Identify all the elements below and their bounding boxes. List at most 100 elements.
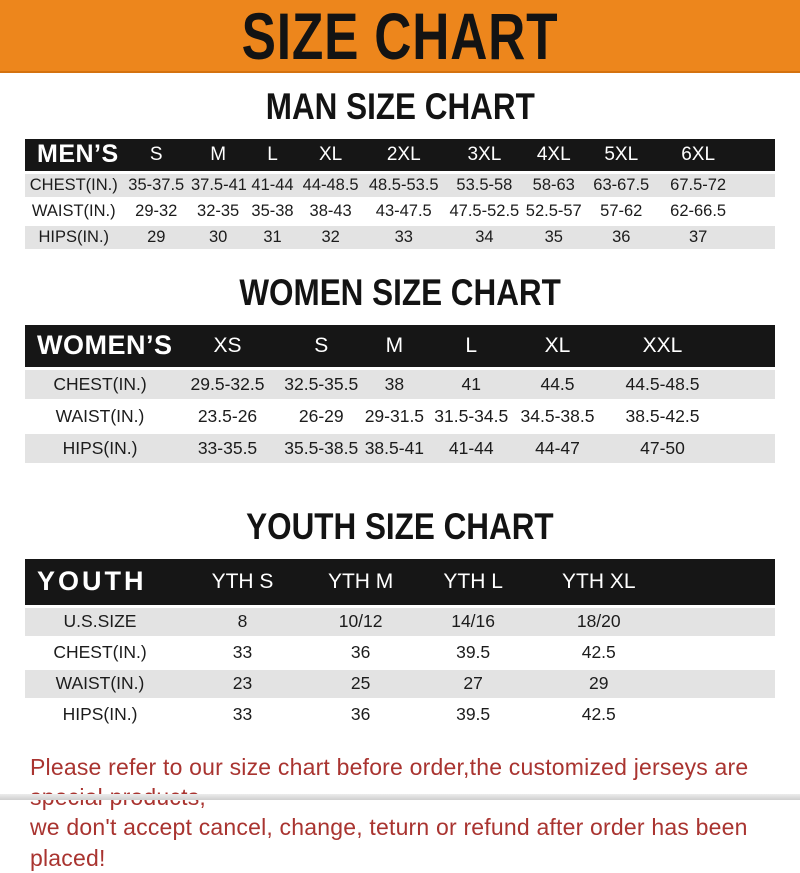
men-cell: 37.5-41	[190, 172, 247, 199]
men-header-row: MEN’S S M L XL 2XL 3XL 4XL 5XL 6XL	[25, 138, 775, 173]
men-cell: 41-44	[246, 172, 299, 199]
men-row-label: CHEST(IN.)	[25, 172, 123, 199]
youth-cell: 29	[535, 668, 663, 700]
men-header-cell: 2XL	[362, 138, 445, 173]
men-cell: 36	[583, 224, 659, 251]
youth-row: HIPS(IN.) 33 36 39.5 42.5	[25, 699, 776, 731]
women-header-cell: XL	[516, 324, 599, 369]
men-cell: 29	[122, 224, 190, 251]
youth-cell: 14/16	[411, 606, 535, 638]
youth-cell: 39.5	[456, 704, 491, 725]
women-row: CHEST(IN.) 29.5-32.5 32.5-35.5 38 41 44.5 44.5…	[25, 368, 775, 401]
men-header-cell: XL	[298, 138, 363, 173]
women-row-label: HIPS(IN.)	[25, 432, 175, 465]
women-size-table: WOMEN’S XS S M L XL XXL CHEST(IN.) 29.5-32.5 32.5…	[25, 324, 775, 466]
women-row: WAIST(IN.) 23.5-26 26-29 29-31.5 31.5-34.5 34…	[25, 400, 775, 433]
man-section-title-text: MAN SIZE CHART	[265, 86, 535, 127]
men-header-cell	[737, 138, 775, 173]
youth-row: U.S.SIZE 8 10/12 14/16 18/20	[25, 606, 775, 638]
youth-row-label: WAIST(IN.)	[25, 668, 175, 700]
men-size-table: MEN’S S M L XL 2XL 3XL 4XL 5XL 6XL CHEST(IN.) 35-37…	[25, 138, 776, 252]
women-cell: 35.5-38.5	[280, 432, 363, 465]
men-header-cell: S	[122, 138, 190, 173]
men-row: WAIST(IN.) 29-32 32-35 35-38 38-43 43-47.5 47.…	[25, 198, 776, 225]
women-cell: 41-44	[426, 432, 517, 465]
men-row: HIPS(IN.) 29 30 31 32 33 34 35 36 37	[25, 224, 775, 251]
youth-cell	[662, 668, 775, 700]
women-cell: 31.5-34.5	[434, 405, 509, 426]
men-cell: 35-38	[251, 201, 294, 220]
women-cell: 29.5-32.5	[175, 368, 280, 401]
women-cell: 44.5-48.5	[598, 368, 727, 401]
men-cell: 33	[362, 224, 445, 251]
women-cell	[726, 368, 775, 401]
youth-size-table: YOUTH YTH S YTH M YTH L YTH XL U.S.SIZE 8 10/12…	[25, 558, 776, 732]
women-header-cell: XS	[175, 324, 280, 369]
men-cell: 32-35	[197, 201, 240, 220]
youth-header-cell	[662, 558, 775, 607]
men-cell: 57-62	[600, 201, 643, 220]
youth-row-label: HIPS(IN.)	[62, 704, 138, 725]
youth-cell	[663, 699, 776, 730]
men-header-cell: 3XL	[445, 138, 524, 173]
women-cell: 38	[362, 368, 427, 401]
women-cell: 44.5	[516, 368, 599, 401]
youth-cell: 39.5	[456, 642, 491, 663]
men-header-cell: L	[246, 138, 299, 173]
men-header-cell: 4XL	[523, 138, 584, 173]
men-cell	[738, 198, 776, 224]
women-cell: 44-47	[516, 432, 599, 465]
youth-header-cell: YTH M	[310, 558, 412, 607]
women-cell: 47-50	[598, 432, 727, 465]
youth-cell: 10/12	[310, 606, 412, 638]
men-header-cell: M	[190, 138, 247, 173]
men-cell: 32	[298, 224, 363, 251]
women-cell: 29-31.5	[364, 405, 425, 426]
women-cell: 32.5-35.5	[280, 368, 363, 401]
youth-cell: 42.5	[581, 704, 616, 725]
women-row: HIPS(IN.) 33-35.5 35.5-38.5 38.5-41 41-44 44-…	[25, 432, 775, 465]
men-cell: 38-43	[309, 201, 352, 220]
women-row-label: CHEST(IN.)	[25, 368, 175, 401]
youth-header-cell: YTH S	[175, 558, 310, 607]
youth-row: WAIST(IN.) 23 25 27 29	[25, 668, 775, 700]
women-section-title: WOMEN SIZE CHART	[0, 271, 800, 313]
youth-cell	[662, 606, 775, 638]
youth-header-row: YOUTH YTH S YTH M YTH L YTH XL	[25, 558, 775, 607]
men-cell: 29-32	[135, 201, 178, 220]
men-header-cell: 5XL	[583, 138, 659, 173]
bottom-edge-strip	[0, 794, 800, 800]
youth-header-label: YOUTH	[25, 558, 175, 607]
youth-cell: 8	[175, 606, 310, 638]
men-cell: 47.5-52.5	[449, 201, 520, 220]
youth-cell: 33	[232, 642, 253, 663]
men-cell: 63-67.5	[583, 172, 659, 199]
women-row-label: WAIST(IN.)	[55, 405, 145, 426]
women-cell: 38.5-41	[362, 432, 427, 465]
man-section-title: MAN SIZE CHART	[0, 86, 800, 127]
men-cell: 44-48.5	[298, 172, 363, 199]
youth-section-title-text: YOUTH SIZE CHART	[246, 505, 554, 547]
men-cell: 53.5-58	[445, 172, 524, 199]
men-header-cell: 6XL	[658, 138, 738, 173]
disclaimer-line-1: Please refer to our size chart before or…	[30, 753, 749, 810]
men-cell: 31	[246, 224, 299, 251]
youth-cell: 33	[232, 704, 253, 725]
men-cell	[737, 224, 775, 251]
banner: SIZE CHART	[0, 0, 800, 73]
men-row-label: HIPS(IN.)	[25, 224, 123, 251]
men-header-label: MEN’S	[25, 138, 123, 173]
men-cell: 35	[523, 224, 584, 251]
men-cell: 43-47.5	[375, 201, 432, 220]
youth-header-cell: YTH XL	[535, 558, 663, 607]
youth-row: CHEST(IN.) 33 36 39.5 42.5	[25, 637, 775, 669]
women-cell: 34.5-38.5	[520, 405, 595, 426]
youth-cell: 23	[175, 668, 310, 700]
youth-cell: 42.5	[581, 642, 616, 663]
disclaimer-note: Please refer to our size chart before or…	[30, 752, 780, 873]
youth-header-cell: YTH L	[411, 558, 535, 607]
youth-row-label: CHEST(IN.)	[53, 642, 147, 663]
women-section-title-text: WOMEN SIZE CHART	[239, 271, 561, 313]
men-cell: 52.5-57	[525, 201, 582, 220]
youth-section-title: YOUTH SIZE CHART	[0, 505, 800, 547]
